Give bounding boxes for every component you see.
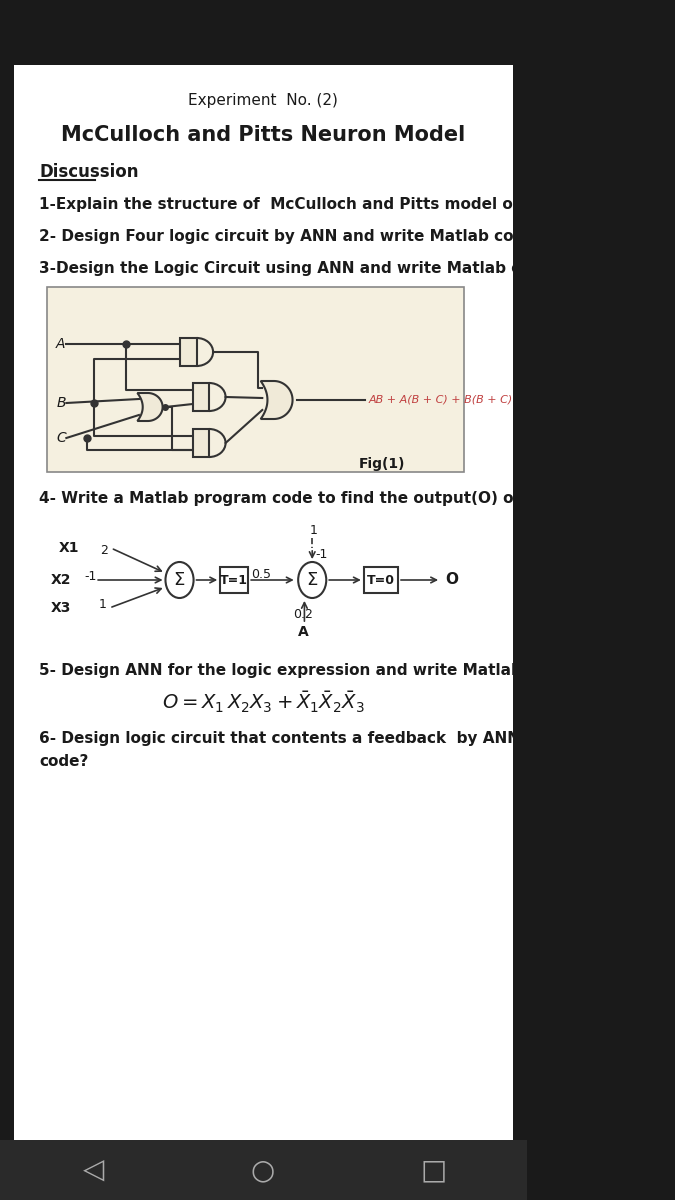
Text: A: A [298,625,308,638]
Text: 6- Design logic circuit that contents a feedback  by ANN and write Matlab: 6- Design logic circuit that contents a … [39,731,672,745]
Text: ◁: ◁ [83,1156,105,1184]
FancyBboxPatch shape [220,566,248,593]
Polygon shape [138,392,163,421]
Text: $\Sigma$: $\Sigma$ [173,571,186,589]
Text: X2: X2 [51,572,72,587]
Text: $\Sigma$: $\Sigma$ [306,571,319,589]
Polygon shape [193,428,209,457]
Text: 1: 1 [310,523,318,536]
Text: T=0: T=0 [367,574,395,587]
Polygon shape [193,383,209,410]
Text: $O = X_1\, X_2 X_3 + \bar{X}_1\bar{X}_2\bar{X}_3$: $O = X_1\, X_2 X_3 + \bar{X}_1\bar{X}_2\… [161,689,364,715]
Text: □: □ [420,1156,446,1184]
Text: -1: -1 [315,548,328,562]
Polygon shape [261,382,292,419]
Text: 2: 2 [100,545,108,558]
Text: Discussion: Discussion [39,163,138,181]
Polygon shape [180,338,196,366]
Text: -1: -1 [84,570,97,583]
Text: B: B [56,396,65,410]
Text: C: C [56,431,66,445]
Text: code?: code? [39,755,88,769]
Text: Experiment  No. (2): Experiment No. (2) [188,92,338,108]
Text: 1-Explain the structure of  McCulloch and Pitts model of Neuron?: 1-Explain the structure of McCulloch and… [39,198,596,212]
Text: McCulloch and Pitts Neuron Model: McCulloch and Pitts Neuron Model [61,125,465,145]
Text: 1: 1 [99,599,106,612]
Text: X1: X1 [59,541,79,554]
Text: 0.5: 0.5 [251,568,271,581]
FancyBboxPatch shape [364,566,398,593]
Text: A: A [56,337,65,350]
Text: 2- Design Four logic circuit by ANN and write Matlab code ?: 2- Design Four logic circuit by ANN and … [39,229,549,245]
Text: Fig(1): Fig(1) [359,457,406,470]
Text: 4- Write a Matlab program code to find the output(O) of  Neural model  ?: 4- Write a Matlab program code to find t… [39,491,665,505]
FancyBboxPatch shape [14,65,513,1140]
Text: 0.2: 0.2 [293,608,313,622]
Text: 5- Design ANN for the logic expression and write Matlab code ?: 5- Design ANN for the logic expression a… [39,662,582,678]
Text: O: O [446,572,459,588]
Text: 3-Design the Logic Circuit using ANN and write Matlab code in Fig(1)?: 3-Design the Logic Circuit using ANN and… [39,262,638,276]
Circle shape [298,562,326,598]
Text: X3: X3 [51,601,71,614]
Text: AB + A(B + C) + B(B + C): AB + A(B + C) + B(B + C) [369,395,513,404]
Text: ○: ○ [251,1156,275,1184]
Circle shape [165,562,194,598]
FancyBboxPatch shape [0,1140,527,1200]
FancyBboxPatch shape [47,287,464,472]
Text: T=1: T=1 [220,574,248,587]
